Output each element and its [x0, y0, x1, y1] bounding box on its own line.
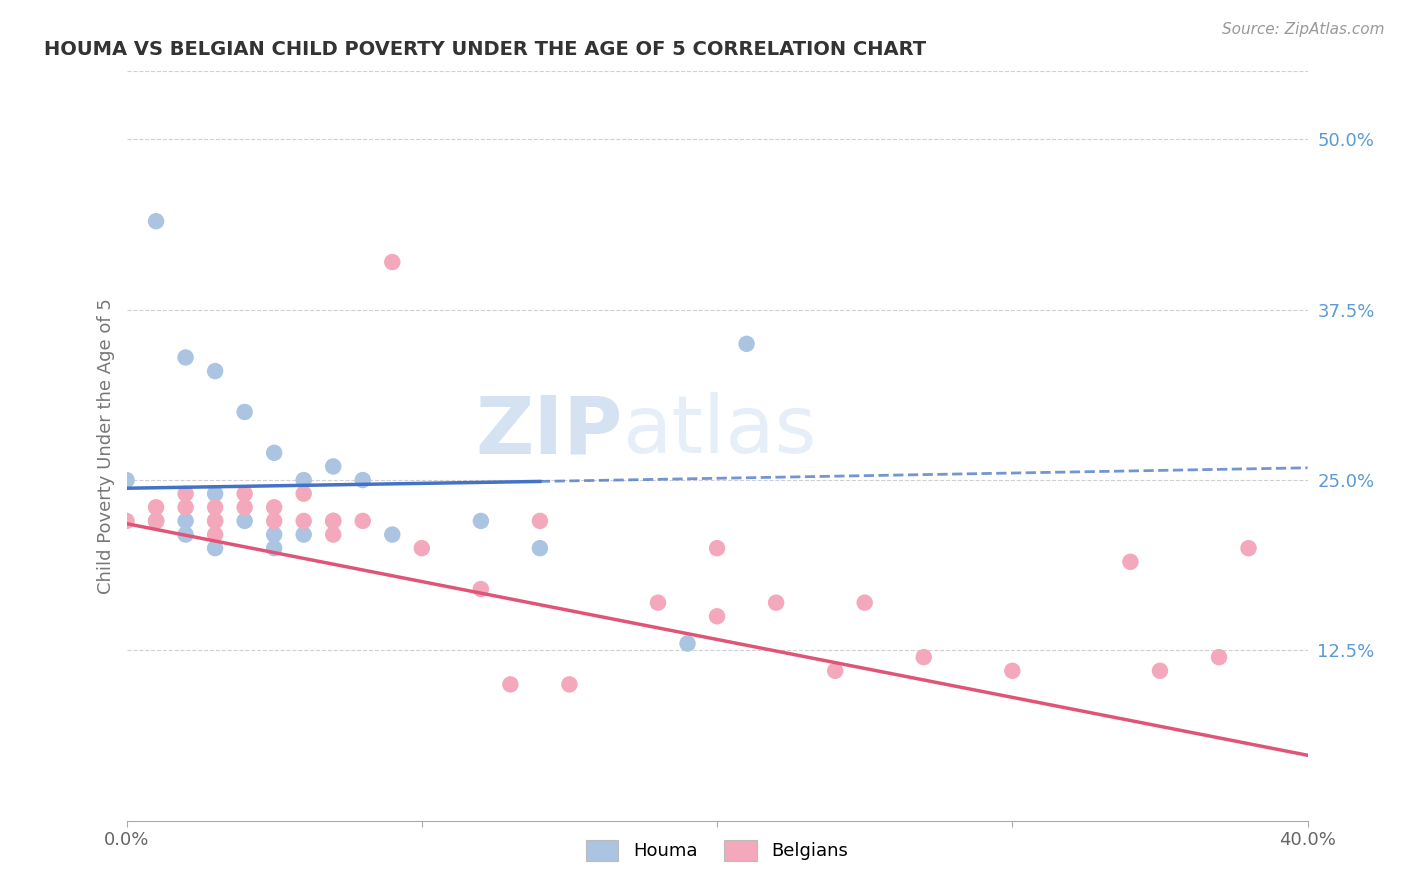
Point: [204, 514, 226, 528]
Point: [204, 364, 226, 378]
Text: Source: ZipAtlas.com: Source: ZipAtlas.com: [1222, 22, 1385, 37]
Point: [676, 636, 699, 650]
Point: [233, 514, 256, 528]
Point: [233, 405, 256, 419]
Point: [470, 582, 492, 596]
Point: [174, 514, 197, 528]
Point: [322, 459, 344, 474]
Legend: Houma, Belgians: Houma, Belgians: [575, 829, 859, 871]
Point: [263, 446, 285, 460]
Text: atlas: atlas: [623, 392, 817, 470]
Point: [470, 514, 492, 528]
Point: [292, 473, 315, 487]
Point: [529, 514, 551, 528]
Point: [292, 486, 315, 500]
Point: [499, 677, 522, 691]
Point: [145, 514, 167, 528]
Point: [912, 650, 935, 665]
Point: [381, 255, 404, 269]
Point: [204, 514, 226, 528]
Point: [529, 541, 551, 556]
Point: [204, 486, 226, 500]
Point: [765, 596, 787, 610]
Point: [204, 500, 226, 515]
Point: [1149, 664, 1171, 678]
Point: [115, 473, 138, 487]
Point: [853, 596, 876, 610]
Point: [145, 214, 167, 228]
Point: [558, 677, 581, 691]
Point: [322, 514, 344, 528]
Point: [263, 500, 285, 515]
Point: [174, 486, 197, 500]
Point: [352, 473, 374, 487]
Point: [411, 541, 433, 556]
Point: [263, 527, 285, 541]
Point: [204, 527, 226, 541]
Point: [322, 527, 344, 541]
Point: [1237, 541, 1260, 556]
Point: [322, 514, 344, 528]
Point: [381, 527, 404, 541]
Point: [233, 486, 256, 500]
Y-axis label: Child Poverty Under the Age of 5: Child Poverty Under the Age of 5: [97, 298, 115, 594]
Point: [706, 541, 728, 556]
Point: [233, 500, 256, 515]
Point: [735, 336, 758, 351]
Point: [352, 514, 374, 528]
Point: [706, 609, 728, 624]
Point: [145, 514, 167, 528]
Point: [1208, 650, 1230, 665]
Point: [1001, 664, 1024, 678]
Point: [174, 527, 197, 541]
Text: HOUMA VS BELGIAN CHILD POVERTY UNDER THE AGE OF 5 CORRELATION CHART: HOUMA VS BELGIAN CHILD POVERTY UNDER THE…: [44, 39, 927, 59]
Point: [292, 514, 315, 528]
Point: [292, 527, 315, 541]
Point: [174, 351, 197, 365]
Point: [115, 514, 138, 528]
Point: [824, 664, 846, 678]
Point: [1119, 555, 1142, 569]
Point: [263, 541, 285, 556]
Point: [145, 500, 167, 515]
Text: ZIP: ZIP: [475, 392, 623, 470]
Point: [204, 541, 226, 556]
Point: [263, 514, 285, 528]
Point: [174, 500, 197, 515]
Point: [647, 596, 669, 610]
Point: [145, 514, 167, 528]
